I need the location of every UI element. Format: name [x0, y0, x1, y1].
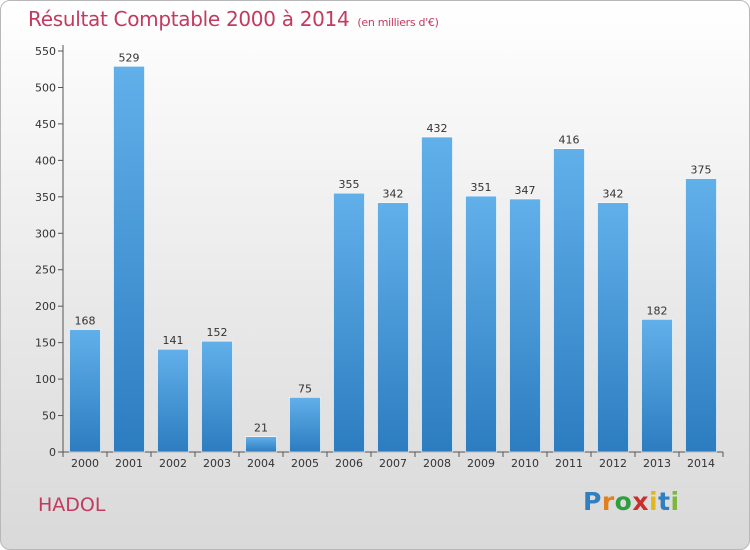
data-label-2012: 342 [603, 188, 624, 201]
x-tick-label-2010: 2010 [511, 457, 539, 470]
data-label-2002: 141 [163, 334, 184, 347]
y-tick-label: 250 [35, 264, 56, 277]
y-tick-label: 200 [35, 300, 56, 313]
logo-letter: P [583, 487, 602, 516]
x-tick-label-2005: 2005 [291, 457, 319, 470]
bars [69, 66, 717, 453]
x-tick-label-2014: 2014 [687, 457, 715, 470]
bar-2006 [333, 192, 365, 453]
y-tick-label: 150 [35, 337, 56, 350]
chart-title: Résultat Comptable 2000 à 2014 (en millie… [28, 7, 439, 31]
logo-letter: i [670, 487, 680, 516]
commune-name: HADOL [38, 494, 106, 516]
chart-title-unit: (en milliers d'€) [357, 16, 439, 29]
x-tick-label-2009: 2009 [467, 457, 495, 470]
data-label-2010: 347 [515, 184, 536, 197]
data-label-2013: 182 [647, 304, 668, 317]
bar-2005 [289, 397, 321, 453]
bar-2010 [509, 198, 541, 453]
x-tick-label-2013: 2013 [643, 457, 671, 470]
bar-2009 [465, 195, 497, 453]
data-label-2005: 75 [298, 382, 312, 395]
x-tick-label-2012: 2012 [599, 457, 627, 470]
y-tick-label: 50 [42, 410, 56, 423]
axes: 0 50 100 150 200 250 300 350 400 450 500 550 2000 200… [35, 45, 724, 470]
x-tick-label-2006: 2006 [335, 457, 363, 470]
x-tick-label-2003: 2003 [203, 457, 231, 470]
y-tick-label: 450 [35, 118, 56, 131]
x-tick-label-2007: 2007 [379, 457, 407, 470]
bar-2014 [685, 178, 717, 453]
data-labels: 168 529 141 152 21 75 355 342 432 351 347 416 342 182… [75, 51, 712, 434]
logo-letter: i [649, 487, 659, 516]
data-label-2006: 355 [339, 178, 360, 191]
data-label-2001: 529 [119, 51, 140, 64]
y-tick-label: 400 [35, 154, 56, 167]
bar-2003 [201, 340, 233, 453]
bar-2001 [113, 66, 145, 453]
data-label-2003: 152 [207, 326, 228, 339]
x-tick-label-2008: 2008 [423, 457, 451, 470]
x-tick-label-2004: 2004 [247, 457, 275, 470]
data-label-2009: 351 [471, 181, 492, 194]
bar-2000 [69, 329, 101, 453]
data-label-2014: 375 [691, 164, 712, 177]
bar-2012 [597, 202, 629, 453]
x-tick-label-2011: 2011 [555, 457, 583, 470]
bar-2007 [377, 202, 409, 453]
bar-2011 [553, 148, 585, 453]
y-tick-label: 100 [35, 373, 56, 386]
y-tick-label: 550 [35, 45, 56, 58]
proxiti-logo[interactable]: Proxiti [583, 487, 680, 516]
chart-title-main: Résultat Comptable 2000 à 2014 [28, 7, 350, 31]
y-tick-label: 500 [35, 81, 56, 94]
y-tick-label: 0 [49, 446, 56, 459]
bar-2013 [641, 319, 673, 453]
data-label-2000: 168 [75, 315, 96, 328]
bar-2002 [157, 348, 189, 453]
data-label-2007: 342 [383, 188, 404, 201]
x-tick-label-2002: 2002 [159, 457, 187, 470]
bar-2004 [245, 436, 277, 453]
y-tick-label: 350 [35, 191, 56, 204]
data-label-2011: 416 [559, 134, 580, 147]
bar-2008 [421, 136, 453, 453]
x-tick-label-2000: 2000 [71, 457, 99, 470]
logo-letter: r [601, 487, 615, 516]
logo-letter: t [658, 487, 671, 516]
y-tick-label: 300 [35, 227, 56, 240]
logo-letter: o [614, 487, 633, 516]
data-label-2004: 21 [254, 422, 268, 435]
x-tick-label-2001: 2001 [115, 457, 143, 470]
logo-letter: x [632, 487, 649, 516]
data-label-2008: 432 [427, 122, 448, 135]
